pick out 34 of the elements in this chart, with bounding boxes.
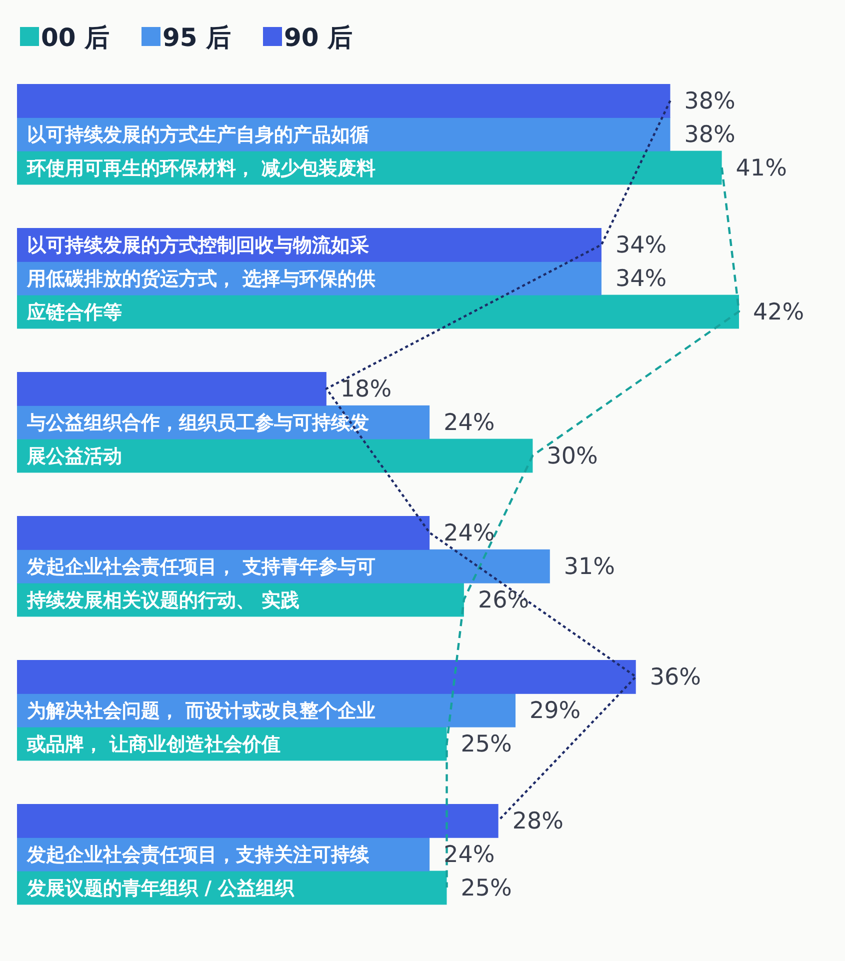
bar — [17, 438, 533, 473]
bar — [17, 84, 670, 118]
data-label: 30% — [546, 444, 598, 470]
y-tick-label: 发起企业社会责任项目， 支持青年参与可持续发展相关议题的行动、 实践 — [26, 556, 376, 612]
data-label: 42% — [753, 300, 804, 326]
data-label: 26% — [478, 588, 530, 614]
legend-label: 95 后 — [162, 23, 231, 52]
bar — [17, 660, 636, 694]
data-label: 24% — [444, 520, 495, 547]
y-tick-label: 以可持续发展的方式生产自身的产品如循环使用可再生的环保材料， 减少包装废料 — [26, 124, 376, 180]
data-label: 24% — [444, 410, 495, 436]
data-label: 28% — [512, 808, 564, 835]
legend-label: 00 后 — [41, 23, 110, 52]
legend-label: 90 后 — [284, 23, 352, 52]
data-label: 24% — [444, 842, 495, 868]
data-label: 34% — [615, 266, 667, 292]
y-tick-label: 与公益组织合作，组织员工参与可持续发展公益活动 — [26, 412, 369, 468]
y-tick-label: 发起企业社会责任项目，支持关注可持续发展议题的青年组织 / 公益组织 — [26, 844, 370, 900]
data-label: 31% — [564, 554, 616, 580]
data-label: 41% — [736, 156, 787, 182]
bar — [17, 516, 430, 550]
data-label: 29% — [530, 698, 581, 724]
bar — [17, 372, 326, 406]
bar — [17, 804, 498, 838]
y-tick-label: 以可持续发展的方式控制回收与物流如采用低碳排放的货运方式， 选择与环保的供应链合作等 — [26, 234, 376, 324]
data-label: 38% — [684, 88, 736, 115]
data-label: 25% — [460, 732, 512, 758]
data-label: 38% — [684, 122, 736, 148]
bar — [17, 294, 739, 329]
data-label: 25% — [460, 876, 512, 902]
data-label: 34% — [615, 232, 667, 259]
data-label: 36% — [650, 664, 701, 691]
y-tick-label: 为解决社会问题， 而设计或改良整个企业或品牌， 让商业创造社会价值 — [26, 700, 376, 756]
data-label: 18% — [340, 376, 392, 403]
